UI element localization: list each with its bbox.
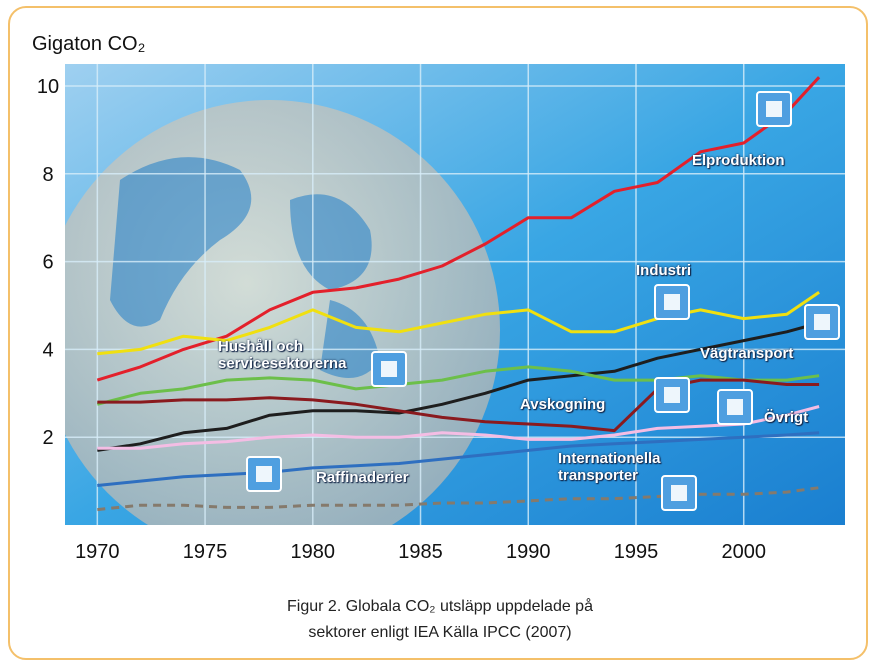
sector-icon-glyph (671, 485, 687, 501)
x-tick-label: 1985 (398, 541, 443, 563)
y-axis-label: Gigaton CO₂ (32, 33, 145, 55)
caption: Figur 2. Globala CO₂ utsläpp uppdelade p… (287, 598, 593, 615)
y-tick-label: 2 (42, 427, 53, 449)
frame (8, 6, 868, 660)
y-tick-label: 8 (42, 164, 53, 186)
series-line (97, 291, 820, 356)
series-label: Internationella transporter (558, 450, 661, 484)
series-label: Raffinaderier (316, 469, 409, 486)
series-label: Elproduktion (692, 152, 785, 169)
series-line (97, 405, 820, 450)
series-label: Hushåll och servicesektorerna (218, 338, 347, 372)
series-label: Vägtransport (700, 345, 794, 362)
caption: sektorer enligt IEA Källa IPCC (2007) (308, 624, 572, 641)
x-tick-label: 1975 (183, 541, 228, 563)
series-label: Avskogning (520, 396, 606, 413)
sector-icon-glyph (381, 361, 397, 377)
x-tick-label: 1980 (291, 541, 336, 563)
series-line (97, 378, 820, 433)
y-tick-label: 6 (42, 252, 53, 274)
sector-icon-glyph (766, 101, 782, 117)
series-line (97, 486, 820, 512)
series-line (96, 365, 820, 406)
series-line (97, 321, 820, 452)
series-label: Övrigt (764, 409, 809, 426)
x-tick-label: 2000 (721, 541, 766, 563)
sector-icon-glyph (256, 466, 272, 482)
x-tick-label: 1970 (75, 541, 120, 563)
sector-icon-glyph (727, 399, 743, 415)
sector-icon-glyph (664, 294, 680, 310)
y-tick-label: 10 (37, 76, 59, 98)
x-tick-label: 1990 (506, 541, 551, 563)
series-line (97, 431, 820, 487)
sector-icon-glyph (664, 387, 680, 403)
x-tick-label: 1995 (614, 541, 659, 563)
y-tick-label: 4 (42, 339, 53, 361)
series-label: Industri (636, 262, 691, 279)
sector-icon-glyph (814, 314, 830, 330)
